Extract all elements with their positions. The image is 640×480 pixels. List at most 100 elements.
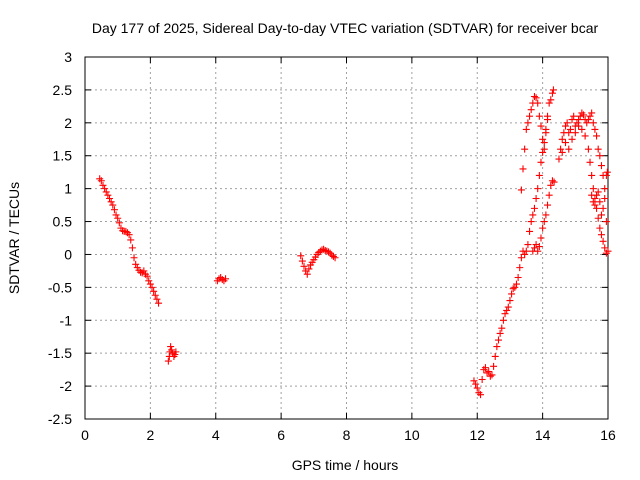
data-point-marker [602, 171, 610, 179]
data-point-marker [545, 99, 553, 107]
data-point-marker [517, 186, 525, 194]
data-point-marker [526, 112, 534, 120]
data-point-marker [499, 316, 507, 324]
data-point-marker [588, 171, 596, 179]
data-point-marker [596, 224, 604, 232]
data-point-marker [122, 227, 130, 235]
x-axis-label: GPS time / hours [292, 457, 399, 473]
data-point-marker [549, 86, 557, 94]
data-point-marker [128, 244, 136, 252]
data-point-marker [544, 112, 552, 120]
data-point-marker [540, 139, 548, 147]
data-point-marker [594, 214, 602, 222]
data-point-marker [325, 248, 333, 256]
data-point-marker [494, 336, 502, 344]
data-point-marker [530, 204, 538, 212]
data-point-marker [491, 352, 499, 360]
data-point-marker [539, 135, 547, 143]
data-point-marker [318, 246, 326, 254]
data-point-marker [534, 99, 542, 107]
data-point-marker [571, 129, 579, 137]
data-point-marker [596, 152, 604, 160]
x-tick-label: 14 [535, 427, 551, 443]
data-point-marker [488, 371, 496, 379]
data-point-marker [512, 280, 520, 288]
data-point-marker [478, 376, 486, 384]
y-tick-label: 1.5 [53, 148, 73, 164]
x-tick-label: 4 [212, 427, 220, 443]
y-tick-label: 3 [64, 49, 72, 65]
data-point-marker [540, 218, 548, 226]
data-point-marker [562, 139, 570, 147]
data-point-marker [602, 218, 610, 226]
data-point-marker [503, 306, 511, 314]
data-point-marker [331, 254, 339, 262]
data-point-marker [548, 89, 556, 97]
data-point-marker [586, 112, 594, 120]
data-point-marker [498, 324, 506, 332]
data-point-marker [584, 145, 592, 153]
data-point-marker [576, 112, 584, 120]
data-point-marker [490, 362, 498, 370]
data-point-marker [218, 275, 226, 283]
data-point-marker [514, 273, 522, 281]
data-point-marker [517, 254, 525, 262]
data-point-marker [597, 231, 605, 239]
data-point-marker [534, 247, 542, 255]
x-tick-label: 0 [81, 427, 89, 443]
data-point-marker [558, 135, 566, 143]
data-point-marker [597, 162, 605, 170]
data-point-marker [107, 198, 115, 206]
data-point-marker [521, 250, 529, 258]
data-point-marker [527, 218, 535, 226]
data-point-marker [167, 343, 175, 351]
data-point-marker [99, 181, 107, 189]
data-point-marker [532, 195, 540, 203]
y-tick-label: 2 [64, 115, 72, 131]
data-point-marker [511, 283, 519, 291]
data-point-marker [537, 122, 545, 130]
plot-frame [84, 56, 609, 420]
tick-labels: 0 2 4 6 8 10 12 14 16 -2.5 -2 -1.5 -1 -0.5 0 0.5 1 1.5 2 2.… [48, 49, 616, 443]
data-point-marker [172, 348, 180, 356]
data-point-marker [575, 116, 583, 124]
data-point-marker [575, 122, 583, 130]
data-point-marker [305, 265, 313, 273]
data-point-marker [470, 377, 478, 385]
data-point-marker [496, 329, 504, 337]
data-point-marker [477, 391, 485, 399]
y-tick-label: -1.5 [48, 345, 72, 361]
data-point-marker [548, 177, 556, 185]
data-point-marker [485, 368, 493, 376]
data-point-marker [578, 125, 586, 133]
data-point-marker [524, 241, 532, 249]
data-point-marker [589, 185, 597, 193]
data-point-marker [537, 158, 545, 166]
data-point-marker [524, 119, 532, 127]
data-point-marker [529, 211, 537, 219]
data-point-marker [558, 148, 566, 156]
x-tick-label: 16 [600, 427, 616, 443]
data-point-marker [114, 214, 122, 222]
data-point-marker [104, 191, 112, 199]
data-point-marker [570, 112, 578, 120]
data-point-marker [168, 346, 176, 354]
data-point-marker [493, 343, 501, 351]
data-point-marker [146, 280, 154, 288]
data-point-marker [145, 277, 153, 285]
x-tick-label: 2 [146, 427, 154, 443]
data-point-marker [601, 185, 609, 193]
data-point-marker [102, 188, 110, 196]
y-tick-label: -0.5 [48, 279, 72, 295]
data-point-marker [140, 267, 148, 275]
data-point-marker [599, 204, 607, 212]
data-point-marker [599, 237, 607, 245]
data-point-marker [539, 224, 547, 232]
data-point-marker [112, 211, 120, 219]
y-tick-label: -2 [60, 378, 73, 394]
data-point-marker [550, 178, 558, 186]
data-point-marker [565, 145, 573, 153]
data-point-marker [303, 270, 311, 278]
y-axis-label: SDTVAR / TECUs [6, 182, 22, 294]
